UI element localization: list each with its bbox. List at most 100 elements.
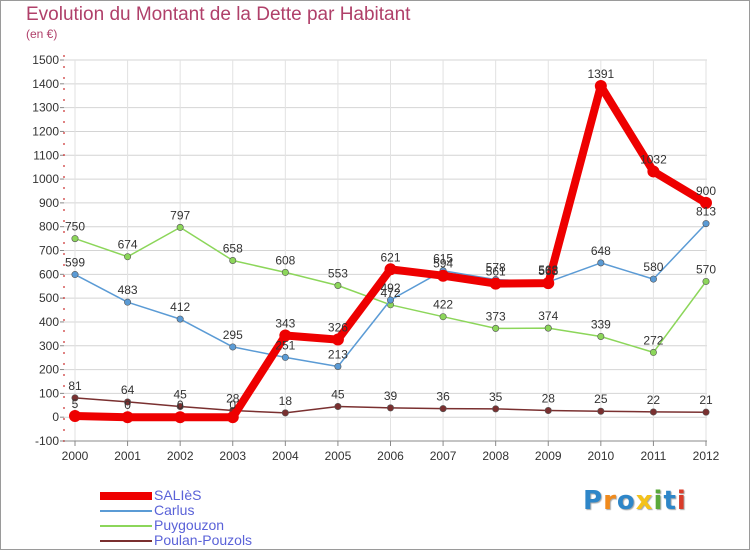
x-tick-label: 2011	[641, 449, 667, 463]
data-label-puygouzon: 374	[538, 309, 558, 323]
data-label-carlus: 615	[433, 252, 453, 266]
x-tick-label: 2007	[430, 449, 457, 463]
x-tick-label: 2009	[535, 449, 562, 463]
data-point-poulan-pouzols	[386, 404, 394, 412]
y-tick-label: 900	[39, 196, 59, 210]
data-label-sali-s: 0	[124, 398, 131, 412]
data-label-carlus: 578	[486, 261, 506, 275]
data-point-carlus	[71, 271, 79, 279]
y-tick-label: 800	[39, 220, 59, 234]
data-point-sali-s	[226, 411, 239, 424]
x-tick-label: 2008	[482, 449, 509, 463]
data-label-sali-s: 1391	[587, 67, 614, 81]
x-tick-label: 2000	[62, 449, 89, 463]
data-label-puygouzon: 658	[223, 242, 243, 256]
data-point-poulan-pouzols	[281, 409, 289, 417]
data-point-poulan-pouzols	[544, 407, 552, 415]
data-point-sali-s	[542, 277, 555, 290]
data-label-carlus: 213	[328, 347, 348, 361]
data-label-sali-s: 343	[275, 317, 295, 331]
logo-letter: x	[635, 486, 654, 516]
legend-swatch-carlus	[100, 510, 152, 512]
data-point-poulan-pouzols	[702, 408, 710, 416]
y-tick-label: 1100	[33, 148, 59, 162]
data-label-carlus: 251	[275, 338, 295, 352]
data-label-carlus: 599	[65, 256, 85, 270]
legend-swatch-puygouzon	[100, 525, 152, 527]
data-point-carlus	[702, 220, 710, 228]
data-label-carlus: 813	[696, 205, 716, 219]
data-point-puygouzon	[229, 257, 237, 265]
proxiti-logo: Proxiti	[583, 486, 687, 516]
data-label-puygouzon: 373	[486, 309, 506, 323]
data-point-puygouzon	[702, 277, 710, 285]
data-point-puygouzon	[176, 223, 184, 231]
legend-swatch-salies	[100, 492, 152, 500]
y-tick-label: 1400	[32, 77, 59, 91]
data-label-poulan-pouzols: 28	[226, 392, 240, 406]
data-label-poulan-pouzols: 81	[68, 379, 82, 393]
logo-letter: i	[676, 486, 687, 516]
data-point-carlus	[281, 353, 289, 361]
data-label-puygouzon: 272	[643, 333, 663, 347]
logo-letter: i	[653, 486, 664, 516]
data-point-puygouzon	[334, 282, 342, 290]
legend-swatch-poulan-pouzols	[100, 540, 152, 542]
logo-letter: t	[663, 486, 677, 516]
data-label-poulan-pouzols: 35	[489, 390, 503, 404]
data-point-sali-s	[121, 411, 134, 424]
data-label-poulan-pouzols: 45	[173, 387, 187, 401]
data-point-poulan-pouzols	[71, 394, 79, 402]
data-label-carlus: 492	[380, 281, 400, 295]
x-tick-label: 2004	[272, 449, 299, 463]
data-label-sali-s: 594	[433, 257, 453, 271]
data-label-poulan-pouzols: 18	[279, 394, 293, 408]
data-label-sali-s: 5	[72, 397, 79, 411]
x-tick-label: 2003	[219, 449, 246, 463]
y-tick-label: 1000	[32, 172, 59, 186]
data-label-sali-s: 0	[177, 398, 184, 412]
data-label-poulan-pouzols: 21	[699, 393, 713, 407]
data-label-sali-s: 563	[538, 264, 558, 278]
data-label-sali-s: 561	[486, 265, 506, 279]
data-label-poulan-pouzols: 36	[436, 390, 450, 404]
data-label-poulan-pouzols: 25	[594, 392, 608, 406]
data-label-sali-s: 1032	[640, 152, 667, 166]
data-label-puygouzon: 553	[328, 267, 348, 281]
data-point-sali-s	[700, 196, 712, 209]
data-label-carlus: 648	[591, 244, 611, 258]
logo-letter: P	[583, 486, 604, 516]
data-label-poulan-pouzols: 22	[647, 393, 661, 407]
data-point-puygouzon	[597, 332, 605, 340]
data-point-carlus	[386, 296, 394, 304]
data-point-poulan-pouzols	[124, 398, 132, 406]
legend-label-poulan-pouzols: Poulan-Pouzols	[154, 532, 253, 548]
data-label-puygouzon: 472	[380, 286, 400, 300]
legend-label-carlus: Carlus	[154, 502, 195, 518]
data-point-poulan-pouzols	[492, 405, 500, 413]
x-tick-label: 2001	[114, 449, 141, 463]
chart-title: Evolution du Montant de la Dette par Hab…	[26, 4, 411, 25]
data-label-sali-s: 0	[229, 398, 236, 412]
data-label-puygouzon: 750	[65, 220, 85, 234]
data-label-poulan-pouzols: 28	[542, 392, 556, 406]
data-label-carlus: 295	[223, 328, 243, 342]
data-point-carlus	[649, 275, 657, 283]
data-point-sali-s	[594, 79, 607, 92]
data-label-puygouzon: 608	[275, 253, 295, 267]
y-tick-label: 0	[52, 410, 59, 424]
chart-subtitle: (en €)	[26, 27, 58, 41]
y-tick-label: 200	[39, 363, 59, 377]
data-point-puygouzon	[544, 324, 552, 332]
y-tick-label: 400	[39, 315, 59, 329]
data-label-carlus: 568	[538, 263, 558, 277]
legend-label-puygouzon: Puygouzon	[154, 517, 225, 533]
data-label-sali-s: 900	[696, 184, 716, 198]
data-point-puygouzon	[281, 268, 289, 276]
legend-label-salies: SALIèS	[154, 487, 202, 503]
data-point-sali-s	[331, 333, 344, 346]
data-point-carlus	[229, 343, 237, 351]
data-label-poulan-pouzols: 64	[121, 383, 135, 397]
logo-letter: o	[616, 486, 636, 516]
